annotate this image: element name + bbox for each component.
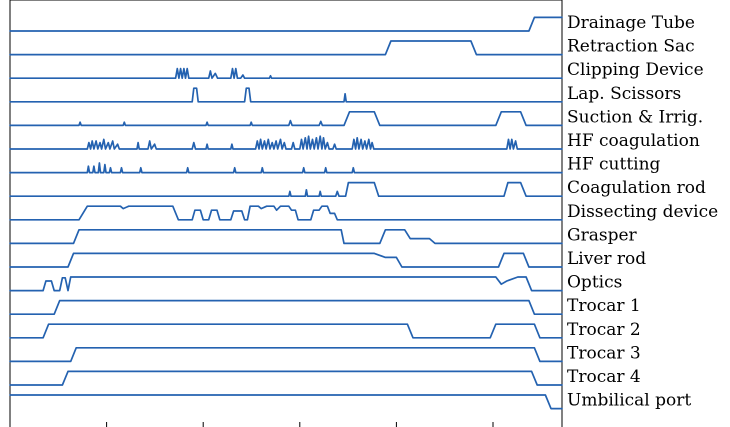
series-label-7: Coagulation rod (567, 178, 706, 198)
series-line-4 (9, 110, 563, 127)
series-line-11 (9, 276, 563, 292)
series-label-0: Drainage Tube (567, 13, 695, 33)
series-line-12 (9, 299, 563, 316)
series-line-6 (9, 162, 563, 174)
plot-frame (9, 0, 563, 427)
series-label-15: Trocar 4 (567, 367, 641, 387)
series-label-11: Optics (567, 273, 622, 293)
series-line-5 (9, 135, 563, 150)
series-line-10 (9, 252, 563, 268)
series-label-3: Lap. Scissors (567, 84, 681, 104)
series-label-9: Grasper (567, 225, 638, 245)
series-line-13 (9, 323, 563, 339)
series-line-9 (9, 228, 563, 245)
series-line-2 (9, 67, 563, 80)
series-line-16 (9, 394, 563, 410)
series-line-1 (9, 40, 563, 56)
series-line-15 (9, 370, 563, 386)
series-line-3 (9, 87, 563, 103)
series-label-6: HF cutting (567, 155, 661, 175)
series-line-8 (9, 205, 563, 221)
series-label-13: Trocar 2 (567, 320, 641, 340)
series-label-4: Suction & Irrig. (567, 107, 703, 127)
series-label-8: Dissecting device (567, 202, 718, 222)
series-label-14: Trocar 3 (567, 343, 641, 363)
series-label-2: Clipping Device (567, 60, 704, 80)
series-label-16: Umbilical port (567, 391, 691, 411)
series-label-1: Retraction Sac (567, 37, 695, 57)
series-label-5: HF coagulation (567, 131, 700, 151)
series-line-14 (9, 346, 563, 363)
series-label-12: Trocar 1 (567, 296, 641, 316)
series-line-7 (9, 181, 563, 198)
series-line-0 (9, 16, 563, 32)
series-label-10: Liver rod (567, 249, 646, 269)
